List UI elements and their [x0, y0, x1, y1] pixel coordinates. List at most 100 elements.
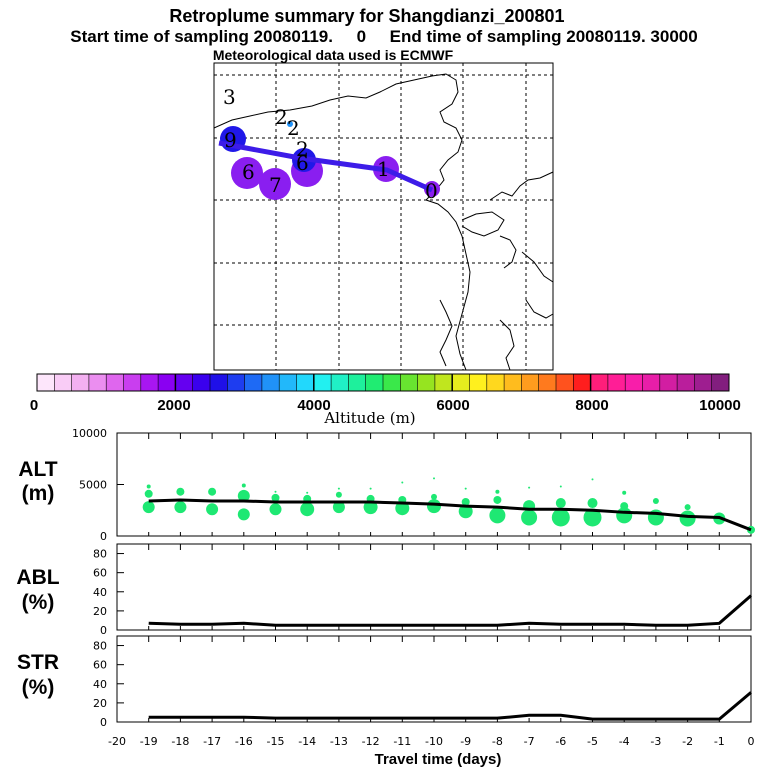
colorbar-swatch [106, 374, 124, 391]
day-label: 6 [242, 160, 255, 184]
figure-title: Retroplume summary for Shangdianzi_20080… [169, 6, 564, 26]
abl-panel-unit: (%) [22, 591, 55, 614]
abl-panel-label: ABL [16, 566, 59, 589]
colorbar-swatch [659, 374, 678, 391]
colorbar-swatch [279, 374, 297, 391]
day-label: 6 [296, 151, 309, 175]
colorbar-swatch [313, 374, 332, 391]
abl-series-line [148, 594, 752, 627]
colorbar-swatch [694, 374, 713, 391]
altitude-cluster [142, 501, 155, 514]
met-data-note: Meteorological data used is ECMWF [213, 47, 454, 63]
x-tick-label: -7 [524, 735, 535, 748]
colorbar-swatch [192, 374, 211, 391]
colorbar-swatch [625, 374, 643, 391]
altitude-cluster [652, 497, 659, 504]
x-axis-title: Travel time (days) [375, 751, 502, 768]
altitude-cluster [464, 487, 467, 490]
altitude-cluster [528, 486, 531, 489]
x-tick-label: -4 [619, 735, 630, 748]
colorbar-swatch [677, 374, 695, 391]
alt-series-line [148, 498, 752, 532]
colorbar-swatch [452, 374, 470, 391]
altitude-cluster [306, 491, 309, 494]
altitude-cluster [431, 493, 437, 500]
altitude-cluster [395, 501, 410, 516]
altitude-cluster [274, 490, 277, 493]
altitude-cluster [521, 509, 538, 526]
altitude-cluster [369, 487, 372, 490]
y-tick-label: 0 [100, 716, 107, 729]
colorbar-tick-label: 10000 [699, 397, 741, 414]
mean-trajectory [218, 140, 434, 193]
colorbar-swatch [331, 374, 349, 391]
altitude-cluster [559, 485, 562, 488]
y-tick-label: 60 [93, 567, 107, 580]
panel-frame [116, 635, 752, 723]
x-tick-label: -5 [587, 735, 598, 748]
map-frame [213, 62, 554, 371]
x-tick-label: -14 [298, 735, 316, 748]
x-tick-label: -16 [235, 735, 253, 748]
plume-cluster [259, 168, 291, 200]
altitude-cluster [241, 483, 246, 488]
day-label: 0 [425, 179, 438, 203]
altitude-cluster [146, 484, 151, 489]
colorbar-swatch [538, 374, 557, 391]
day-label: 1 [377, 157, 390, 181]
plume-cluster [231, 157, 263, 189]
colorbar-swatch [158, 374, 176, 391]
altitude-cluster [622, 490, 627, 495]
altitude-cluster [684, 504, 691, 511]
y-tick-label: 40 [93, 586, 107, 599]
day-label: 7 [269, 173, 282, 197]
colorbar-swatch [590, 374, 609, 391]
str-panel: 0 20 40 60 80 [93, 635, 752, 729]
altitude-cluster [591, 478, 594, 481]
colorbar-swatch [434, 374, 453, 391]
altitude-colorbar [36, 373, 730, 392]
altitude-cluster [555, 498, 566, 509]
y-tick-label: 40 [93, 678, 107, 691]
x-tick-label: -15 [267, 735, 285, 748]
altitude-cluster [587, 498, 598, 509]
colorbar-swatch [400, 374, 419, 391]
colorbar-swatch [210, 374, 228, 391]
colorbar-ticks: 0 2000 4000 6000 8000 10000 [30, 397, 741, 414]
colorbar-tick-label: 2000 [157, 397, 190, 414]
alt-panel-label: ALT [18, 458, 57, 481]
colorbar-swatch [227, 374, 246, 391]
colorbar-swatch [486, 374, 505, 391]
colorbar-swatch [54, 374, 73, 391]
day-labels: 3 2 2 2 9 6 6 7 1 0 [223, 85, 438, 203]
x-tick-label: -11 [393, 735, 411, 748]
colorbar-frame [36, 373, 730, 392]
y-tick-label: 10000 [72, 427, 107, 440]
colorbar-tick-label: 8000 [575, 397, 608, 414]
abl-panel: 0 20 40 60 80 [93, 543, 752, 637]
str-panel-label: STR [17, 651, 59, 674]
colorbar-swatch [140, 374, 159, 391]
x-tick-label: -20 [108, 735, 126, 748]
x-tick-label: -3 [650, 735, 661, 748]
coastlines [213, 73, 554, 371]
x-tick-label: -18 [171, 735, 189, 748]
plume-cluster [287, 121, 293, 127]
colorbar-tick-label: 0 [30, 397, 38, 414]
x-tick-label: -17 [203, 735, 221, 748]
x-tick-label: -6 [555, 735, 566, 748]
x-tick-label: -12 [362, 735, 380, 748]
y-tick-label: 0 [100, 530, 107, 543]
colorbar-swatch [365, 374, 384, 391]
altitude-cluster [461, 498, 470, 507]
colorbar-swatch [521, 374, 540, 391]
str-panel-unit: (%) [22, 676, 55, 699]
altitude-cluster [679, 510, 696, 527]
colorbar-swatch [573, 374, 592, 391]
altitude-cluster [337, 487, 340, 490]
colorbar-swatch [37, 374, 55, 391]
altitude-cluster [300, 502, 315, 517]
altitude-cluster [271, 493, 280, 502]
day-label: 9 [224, 128, 237, 152]
